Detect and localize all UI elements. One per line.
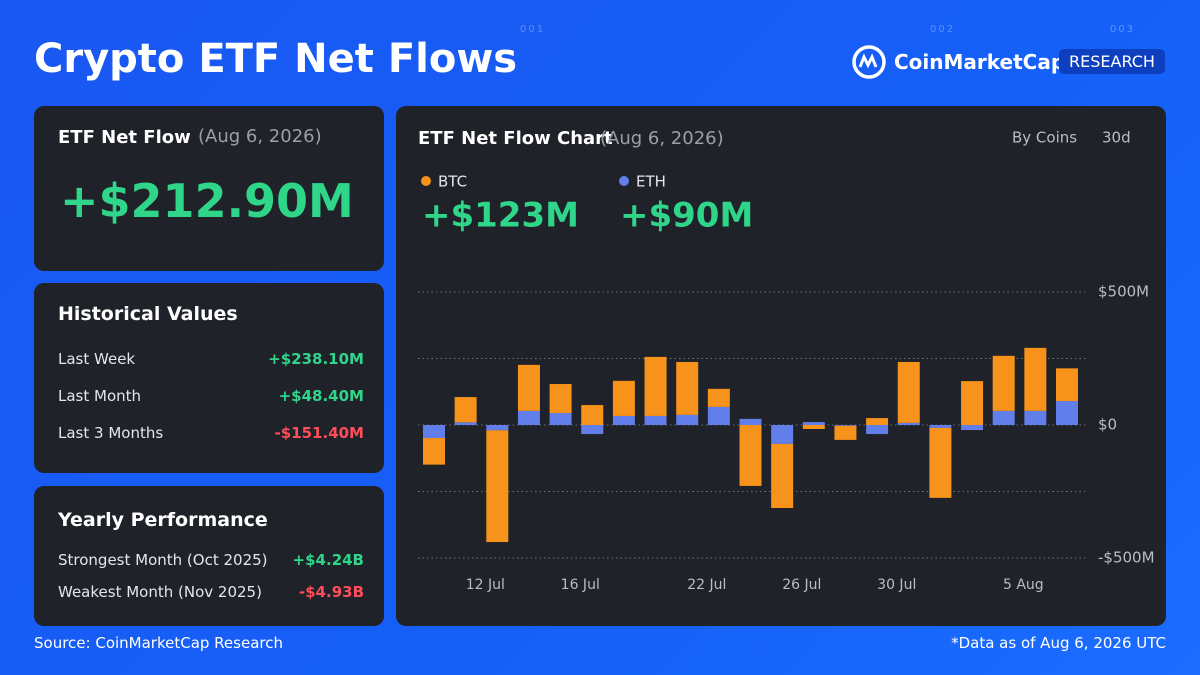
deco-mark: 003 bbox=[1110, 24, 1136, 35]
bar bbox=[454, 397, 477, 423]
bar bbox=[802, 425, 825, 429]
legend-total: +$90M bbox=[620, 196, 753, 236]
badge: RESEARCH bbox=[1059, 49, 1165, 74]
bar bbox=[739, 418, 762, 425]
y-tick-label: -$500M bbox=[1098, 549, 1155, 567]
bar bbox=[834, 425, 857, 426]
bar bbox=[1024, 347, 1047, 411]
bar bbox=[961, 381, 984, 425]
bar bbox=[517, 364, 540, 411]
row-value: +$4.24B bbox=[292, 551, 364, 569]
bar bbox=[897, 422, 920, 425]
bar bbox=[549, 384, 572, 414]
bar bbox=[771, 425, 794, 444]
bar bbox=[423, 438, 445, 465]
bar bbox=[707, 388, 730, 407]
brand-logo bbox=[852, 45, 886, 79]
chart-title: ETF Net Flow Chart bbox=[418, 128, 613, 149]
control-button[interactable]: 30d bbox=[1102, 129, 1131, 147]
brand-name: CoinMarketCap bbox=[894, 50, 1066, 74]
bar bbox=[929, 427, 952, 498]
bar bbox=[581, 405, 604, 425]
row-label: Last 3 Months bbox=[58, 424, 164, 442]
x-tick-label: 16 Jul bbox=[561, 577, 600, 593]
net-flow-card: ETF Net Flow (Aug 6, 2026) +$212.90M bbox=[34, 106, 384, 271]
bar bbox=[929, 425, 952, 428]
control-button[interactable]: By Coins bbox=[1012, 129, 1077, 147]
bar bbox=[992, 355, 1015, 411]
bar bbox=[486, 430, 509, 543]
bar bbox=[676, 361, 699, 415]
bar bbox=[1056, 401, 1078, 425]
row-value: -$151.40M bbox=[274, 424, 364, 442]
chart: ETF Net Flow Chart (Aug 6, 2026) By Coin… bbox=[418, 128, 1155, 593]
bar bbox=[866, 425, 889, 435]
legend-label: ETH bbox=[636, 173, 666, 191]
bar bbox=[866, 418, 889, 425]
yearly-card: Yearly Performance Strongest Month (Oct … bbox=[34, 486, 384, 626]
bar bbox=[707, 406, 730, 425]
bar bbox=[549, 413, 572, 425]
x-tick-label: 22 Jul bbox=[687, 577, 726, 593]
bar bbox=[517, 410, 540, 425]
bar bbox=[739, 425, 762, 486]
bar bbox=[897, 361, 920, 423]
bar bbox=[486, 425, 509, 431]
bar bbox=[834, 425, 857, 440]
x-tick-label: 26 Jul bbox=[782, 577, 821, 593]
row-label: Weakest Month (Nov 2025) bbox=[58, 583, 262, 601]
bar bbox=[581, 425, 604, 435]
bar bbox=[961, 425, 984, 431]
net-flow-value: +$212.90M bbox=[60, 174, 354, 228]
row-value: +$238.10M bbox=[268, 350, 364, 368]
bar bbox=[423, 425, 445, 439]
card-title: Historical Values bbox=[58, 303, 238, 325]
legend-label: BTC bbox=[438, 173, 467, 191]
card-title: Yearly Performance bbox=[58, 509, 268, 531]
row-label: Strongest Month (Oct 2025) bbox=[58, 551, 268, 569]
legend-swatch bbox=[619, 176, 629, 186]
bar bbox=[771, 443, 794, 508]
bar bbox=[612, 415, 635, 425]
bar bbox=[1056, 368, 1078, 402]
bar bbox=[612, 380, 635, 416]
bar bbox=[644, 415, 667, 425]
bar bbox=[1024, 410, 1047, 425]
y-tick-label: $0 bbox=[1098, 416, 1117, 434]
historical-card: Historical Values Last Week +$238.10M Last… bbox=[34, 283, 384, 473]
bar bbox=[644, 356, 667, 416]
legend-total: +$123M bbox=[422, 196, 579, 236]
bar bbox=[992, 410, 1015, 425]
x-tick-label: 30 Jul bbox=[877, 577, 916, 593]
chart-card: ETF Net Flow Chart (Aug 6, 2026) By Coin… bbox=[396, 106, 1166, 626]
x-tick-label: 12 Jul bbox=[466, 577, 505, 593]
note: *Data as of Aug 6, 2026 UTC bbox=[951, 634, 1166, 652]
bar bbox=[676, 414, 699, 425]
row-value: -$4.93B bbox=[298, 583, 364, 601]
bar bbox=[802, 422, 825, 425]
row-label: Last Month bbox=[58, 387, 142, 405]
row-label: Last Week bbox=[58, 350, 136, 368]
legend-swatch bbox=[421, 176, 431, 186]
page-title: Crypto ETF Net Flows bbox=[34, 36, 518, 82]
row-value: +$48.40M bbox=[278, 387, 364, 405]
chart-subtitle: (Aug 6, 2026) bbox=[600, 128, 724, 149]
bar bbox=[454, 422, 477, 425]
source: Source: CoinMarketCap Research bbox=[34, 634, 283, 652]
y-tick-label: $500M bbox=[1098, 283, 1149, 301]
card-date: (Aug 6, 2026) bbox=[198, 126, 322, 147]
deco-mark: 002 bbox=[930, 24, 956, 35]
card-title: ETF Net Flow bbox=[58, 127, 191, 148]
x-tick-label: 5 Aug bbox=[1003, 577, 1044, 593]
deco-mark: 001 bbox=[520, 24, 546, 35]
